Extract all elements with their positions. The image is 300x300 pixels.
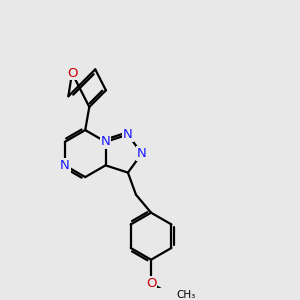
Text: N: N	[60, 159, 70, 172]
Text: N: N	[137, 147, 147, 160]
Text: N: N	[123, 128, 133, 141]
Text: CH₃: CH₃	[177, 290, 196, 300]
Text: O: O	[146, 277, 156, 290]
Text: N: N	[101, 135, 110, 148]
Text: O: O	[67, 67, 77, 80]
